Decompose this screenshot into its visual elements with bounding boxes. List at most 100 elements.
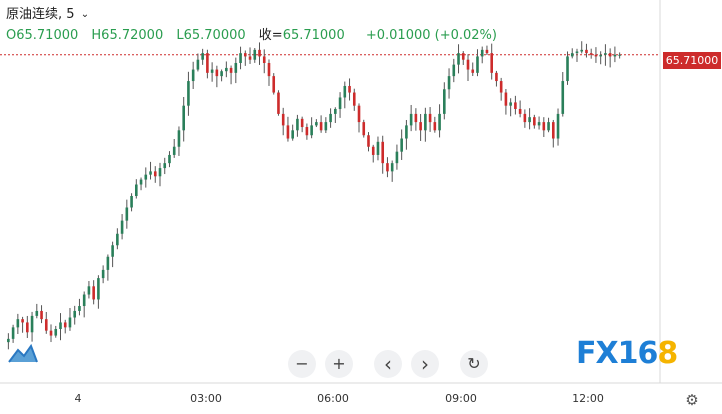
candle-body [149,171,152,175]
tradingview-logo-icon [8,343,38,363]
candle-body [92,286,95,300]
candle-body [135,184,138,196]
candle-body [523,113,527,123]
candle-body [40,310,43,320]
candle-body [547,122,550,131]
candle-body [348,85,351,93]
candle-body [428,113,432,123]
candle-body [296,118,299,131]
candle-body [433,122,437,131]
candle-body [329,113,332,123]
candle-body [390,163,394,172]
candle-body [575,51,579,54]
candle-body [551,122,555,139]
low-value: L65.70000 [176,28,246,43]
zoom-out-button[interactable]: − [288,350,316,378]
candle-body [561,81,565,114]
zoom-in-button[interactable]: + [325,350,353,378]
candle-body [101,269,105,279]
candle-body [30,315,34,333]
candle-body [300,118,304,128]
candle-body [395,151,399,164]
candle-body [542,122,546,131]
candle-body [54,329,58,336]
candle-body [594,54,598,57]
candle-body [177,130,181,147]
candle-body [400,138,403,152]
high-value: H65.72000 [91,28,164,43]
candle-body [49,330,53,336]
ohlc-legend: O65.71000 H65.72000 L65.70000 收=65.71000… [6,24,506,43]
candle-body [608,53,612,57]
candle-body [196,59,200,70]
candle-body [59,322,62,330]
x-axis-label: 12:00 [572,392,604,405]
candle-body [315,122,318,126]
candle-body [63,322,67,328]
candle-body [163,163,167,169]
candle-body [120,220,124,234]
candle-body [371,146,375,155]
candle-body [495,72,498,82]
candle-body [106,256,110,270]
candle-body [68,317,72,328]
candle-body [168,154,171,164]
chevron-down-icon[interactable]: ⌄ [80,9,90,20]
candle-body [381,141,385,164]
candle-body [21,319,24,323]
candle-body [125,207,129,221]
candle-body [291,130,294,139]
last-price-label: 65.71000 [663,52,721,69]
close-label: 收= [258,28,283,43]
scroll-left-button[interactable]: ‹ [374,350,402,378]
candle-body [461,53,465,60]
reset-chart-button[interactable]: ↻ [460,350,488,378]
candle-body [44,319,48,331]
candle-body [310,125,313,136]
candle-body [570,53,574,57]
candle-body [447,76,451,90]
candle-body [338,97,342,109]
candle-body [528,117,531,123]
candle-body [111,245,114,257]
candle-body [409,113,413,126]
candle-body [580,49,584,52]
candle-body [604,53,607,55]
candle-body [187,81,190,106]
candle-body [220,71,223,77]
candle-body [476,56,479,73]
candle-body [243,53,247,57]
symbol-title[interactable]: 原油连续, 5 [6,7,75,22]
candle-body [305,127,309,136]
candle-body [82,294,86,307]
candle-body [201,53,204,60]
candle-body [324,122,328,131]
candle-body [272,76,276,93]
candle-body [334,108,337,114]
candle-body [424,113,427,131]
candle-body [514,102,517,109]
scroll-right-button[interactable]: › [411,350,439,378]
candle-body [191,69,195,82]
candle-body [343,85,347,98]
candle-body [153,171,157,177]
x-axis-label: 03:00 [190,392,222,405]
candle-body [566,56,569,82]
candle-body [182,105,185,131]
candle-body [225,67,228,72]
candle-body [613,54,617,57]
candle-body [234,62,238,73]
candle-body [419,122,422,131]
candle-body [490,53,493,73]
candle-body [556,113,560,139]
x-axis-label: 06:00 [317,392,349,405]
gear-icon[interactable]: ⚙ [685,391,699,409]
candle-body [509,102,512,106]
candle-body [443,89,446,114]
candle-body [414,113,418,123]
candle-body [215,69,219,77]
candle-body [533,117,536,126]
candle-body [172,146,176,155]
